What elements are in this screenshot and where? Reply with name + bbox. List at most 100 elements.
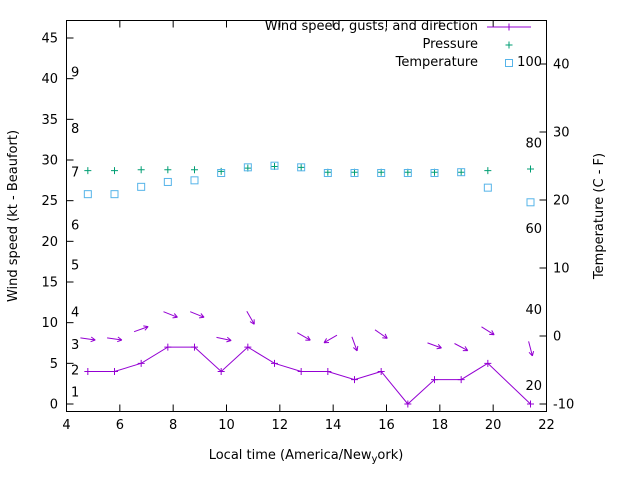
temperature-marker bbox=[270, 161, 279, 170]
y-right-tick-label: -10 bbox=[553, 398, 574, 413]
x-tick-label: 6 bbox=[116, 418, 124, 433]
pressure-marker bbox=[457, 168, 465, 176]
temperature-marker bbox=[137, 182, 146, 191]
fahrenheit-label: 60 bbox=[525, 222, 542, 237]
temperature-marker bbox=[483, 183, 492, 192]
x-tick-label: 10 bbox=[218, 418, 235, 433]
temperature-marker bbox=[163, 177, 172, 186]
y-right-tick-label: 30 bbox=[553, 126, 570, 141]
pressure-marker bbox=[164, 166, 172, 174]
wind-direction-arrow bbox=[351, 336, 359, 352]
temperature-marker bbox=[430, 169, 439, 178]
legend-sample-pressure-plus bbox=[505, 41, 513, 49]
legend-sample-wind-plus bbox=[505, 23, 513, 31]
wind-marker bbox=[351, 376, 358, 384]
y-left-tick-label: 45 bbox=[41, 32, 58, 47]
wind-direction-arrow bbox=[297, 332, 311, 341]
wind-direction-arrow bbox=[427, 342, 442, 350]
y-left-tick-label: 35 bbox=[41, 113, 58, 128]
wind-marker bbox=[217, 367, 225, 375]
wind-direction-arrow bbox=[528, 341, 535, 357]
wind-marker bbox=[164, 343, 172, 351]
fahrenheit-label: 100 bbox=[517, 55, 542, 70]
x-tick-label: 22 bbox=[538, 418, 555, 433]
wind-direction-arrow bbox=[323, 334, 338, 344]
pressure-marker bbox=[527, 165, 534, 173]
x-tick-label: 12 bbox=[272, 418, 289, 433]
wind-direction-arrow bbox=[374, 329, 388, 339]
temperature-marker bbox=[243, 163, 252, 172]
wind-line bbox=[87, 346, 531, 405]
beaufort-label: 2 bbox=[71, 363, 79, 378]
wind-direction-arrow bbox=[80, 336, 96, 343]
x-tick-label: 8 bbox=[169, 418, 177, 433]
pressure-marker bbox=[84, 167, 92, 175]
x-tick-label: 4 bbox=[62, 418, 70, 433]
xlabel: Local time (America/Newyork) bbox=[209, 448, 404, 465]
temperature-marker bbox=[403, 169, 412, 178]
wind-marker bbox=[297, 367, 305, 375]
wind-marker bbox=[377, 367, 385, 375]
temperature-marker bbox=[526, 198, 535, 207]
temperature-marker bbox=[217, 169, 226, 178]
y-left-tick-label: 25 bbox=[41, 194, 58, 209]
y-right-tick-label: 0 bbox=[553, 330, 561, 345]
ylabel-right: Temperature (C - F) bbox=[592, 153, 607, 280]
pressure-marker bbox=[137, 166, 145, 174]
wind-marker bbox=[457, 376, 465, 384]
wind-direction-arrow bbox=[246, 311, 255, 325]
temperature-marker bbox=[457, 168, 466, 177]
plot-border bbox=[66, 20, 547, 412]
y-left-tick-label: 30 bbox=[41, 154, 58, 169]
wind-direction-arrow bbox=[481, 326, 495, 336]
wind-marker bbox=[84, 367, 92, 375]
wind-marker bbox=[404, 400, 412, 408]
wind-direction-arrow bbox=[454, 343, 469, 352]
wind-marker bbox=[111, 367, 118, 375]
pressure-marker bbox=[191, 166, 198, 174]
beaufort-label: 3 bbox=[71, 338, 79, 353]
wind-direction-arrow bbox=[133, 325, 149, 333]
wind-marker bbox=[324, 367, 332, 375]
beaufort-label: 7 bbox=[71, 166, 79, 181]
pressure-marker bbox=[217, 167, 225, 175]
wind-marker bbox=[527, 400, 534, 408]
wind-marker bbox=[484, 359, 492, 367]
beaufort-label: 9 bbox=[71, 66, 79, 81]
beaufort-label: 8 bbox=[71, 122, 79, 137]
temperature-marker bbox=[323, 169, 332, 178]
temperature-marker bbox=[377, 169, 386, 178]
wind-direction-arrow bbox=[107, 336, 123, 343]
x-tick-label: 20 bbox=[485, 418, 502, 433]
temperature-marker bbox=[83, 190, 92, 199]
y-right-tick-label: 40 bbox=[553, 58, 570, 73]
x-tick-label: 18 bbox=[432, 418, 449, 433]
y-left-tick-label: 5 bbox=[50, 357, 58, 372]
beaufort-label: 1 bbox=[71, 385, 79, 400]
temperature-marker bbox=[110, 190, 119, 199]
y-left-tick-label: 0 bbox=[50, 398, 58, 413]
y-right-tick-label: 10 bbox=[553, 262, 570, 277]
wind-marker bbox=[137, 359, 145, 367]
fahrenheit-label: 80 bbox=[525, 136, 542, 151]
y-left-tick-label: 15 bbox=[41, 276, 58, 291]
fahrenheit-label: 40 bbox=[525, 303, 542, 318]
legend-sample-temperature-square bbox=[505, 59, 513, 67]
wind-marker bbox=[244, 343, 252, 351]
pressure-marker bbox=[111, 167, 118, 175]
wind-marker bbox=[431, 376, 438, 384]
wind-marker bbox=[271, 359, 278, 367]
x-tick-label: 16 bbox=[378, 418, 395, 433]
wind-direction-arrow bbox=[163, 311, 178, 319]
y-left-tick-label: 10 bbox=[41, 316, 58, 331]
y-left-tick-label: 20 bbox=[41, 235, 58, 250]
beaufort-label: 5 bbox=[71, 258, 79, 273]
wind-marker bbox=[191, 343, 198, 351]
temperature-marker bbox=[190, 176, 199, 185]
y-left-tick-label: 40 bbox=[41, 72, 58, 87]
x-tick-label: 14 bbox=[325, 418, 342, 433]
temperature-marker bbox=[297, 163, 306, 172]
fahrenheit-label: 20 bbox=[525, 379, 542, 394]
